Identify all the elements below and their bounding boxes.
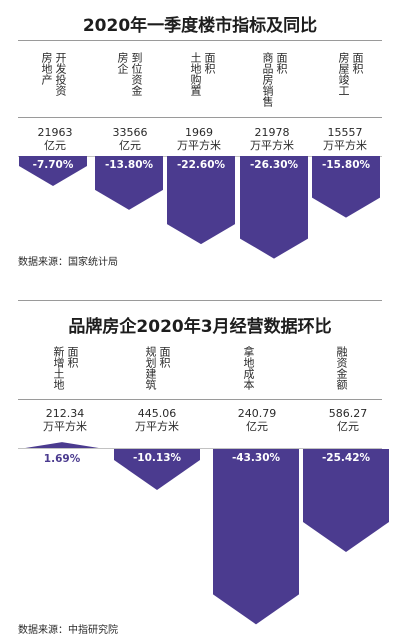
- chart2-bar-4: [303, 449, 389, 552]
- chart1-bar-5: [312, 156, 380, 218]
- chart1-bar-1: [19, 156, 87, 187]
- chart1-category-label-4a: 商品房销售: [261, 52, 274, 107]
- chart1-bar-label-4: -26.30%: [250, 159, 299, 171]
- chart1-value-4: 21978 万平方米: [250, 126, 294, 152]
- chart1-value-5: 15557 万平方米: [323, 126, 367, 152]
- chart1-category-label-1b: 开发投资: [54, 52, 67, 96]
- chart1-category-label-1a: 房地产: [40, 52, 53, 85]
- chart1-bar-label-1: -7.70%: [33, 159, 74, 171]
- chart2-bar-group: 1.69% -10.13% -43.30% -25.42%: [19, 442, 389, 625]
- chart2-category-label-2a: 规划建筑: [144, 346, 157, 390]
- chart1-mid-rule: [18, 117, 382, 118]
- chart2-value-3: 240.79 亿元: [237, 407, 277, 433]
- chart2-bar-label-1: 1.69%: [44, 453, 81, 465]
- chart1-value-1: 21963 亿元: [37, 126, 73, 152]
- chart2-baseline: [18, 448, 382, 449]
- chart2-title: 品牌房企2020年3月经营数据环比: [68, 317, 332, 337]
- chart1-bar-label-2: -13.80%: [105, 159, 154, 171]
- chart1-category-label-3a: 土地购置: [189, 52, 202, 96]
- chart1-value-3: 1969 万平方米: [177, 126, 221, 152]
- chart2-bar-label-4: -25.42%: [322, 452, 371, 464]
- chart2-value-2: 445.06 万平方米: [135, 407, 179, 433]
- chart2-category-label-3a: 拿地成本: [242, 346, 255, 390]
- chart2-bar-2: [114, 449, 200, 491]
- chart1-category-label-3b: 面积: [203, 52, 216, 74]
- chart2-value-1: 212.34 万平方米: [43, 407, 87, 433]
- chart1-bar-label-3: -22.60%: [177, 159, 226, 171]
- chart1-category-label-5a: 房屋竣工: [337, 52, 350, 96]
- chart1-value-2: 33566 亿元: [112, 126, 148, 152]
- chart2-bar-label-3: -43.30%: [232, 452, 281, 464]
- chart1-bar-4: [240, 156, 308, 259]
- chart1-top-rule: [18, 40, 382, 41]
- chart1-bar-3: [167, 156, 235, 245]
- chart1-category-label-5b: 面积: [351, 52, 364, 74]
- chart2-bar-1: [19, 442, 105, 449]
- chart2-value-4: 586.27 亿元: [328, 407, 368, 433]
- chart1-source: 数据来源：国家统计局: [18, 257, 118, 268]
- chart1-category-label-2a: 房企: [116, 52, 129, 74]
- chart2-category-label-1a: 新增土地: [52, 346, 65, 390]
- chart2-mid-rule: [18, 399, 382, 400]
- chart1-bar-group: -7.70% -13.80% -22.60% -26.30% -15.80%: [19, 156, 380, 259]
- chart2-category-label-1b: 面积: [66, 346, 79, 368]
- chart1-bar-2: [95, 156, 163, 210]
- chart2-bar-label-2: -10.13%: [133, 452, 182, 464]
- chart2-category-label-2b: 面积: [158, 346, 171, 368]
- chart2-source: 数据来源：中指研究院: [18, 625, 118, 636]
- chart2-bar-3: [213, 449, 299, 625]
- chart1-bar-label-5: -15.80%: [322, 159, 371, 171]
- chart2-category-label-4a: 融资金额: [335, 346, 348, 390]
- chart1-category-label-4b: 面积: [275, 52, 288, 74]
- chart1-title: 2020年一季度楼市指标及同比: [82, 16, 318, 36]
- chart1-category-label-2b: 到位资金: [130, 52, 143, 96]
- chart2-top-rule: [18, 300, 382, 301]
